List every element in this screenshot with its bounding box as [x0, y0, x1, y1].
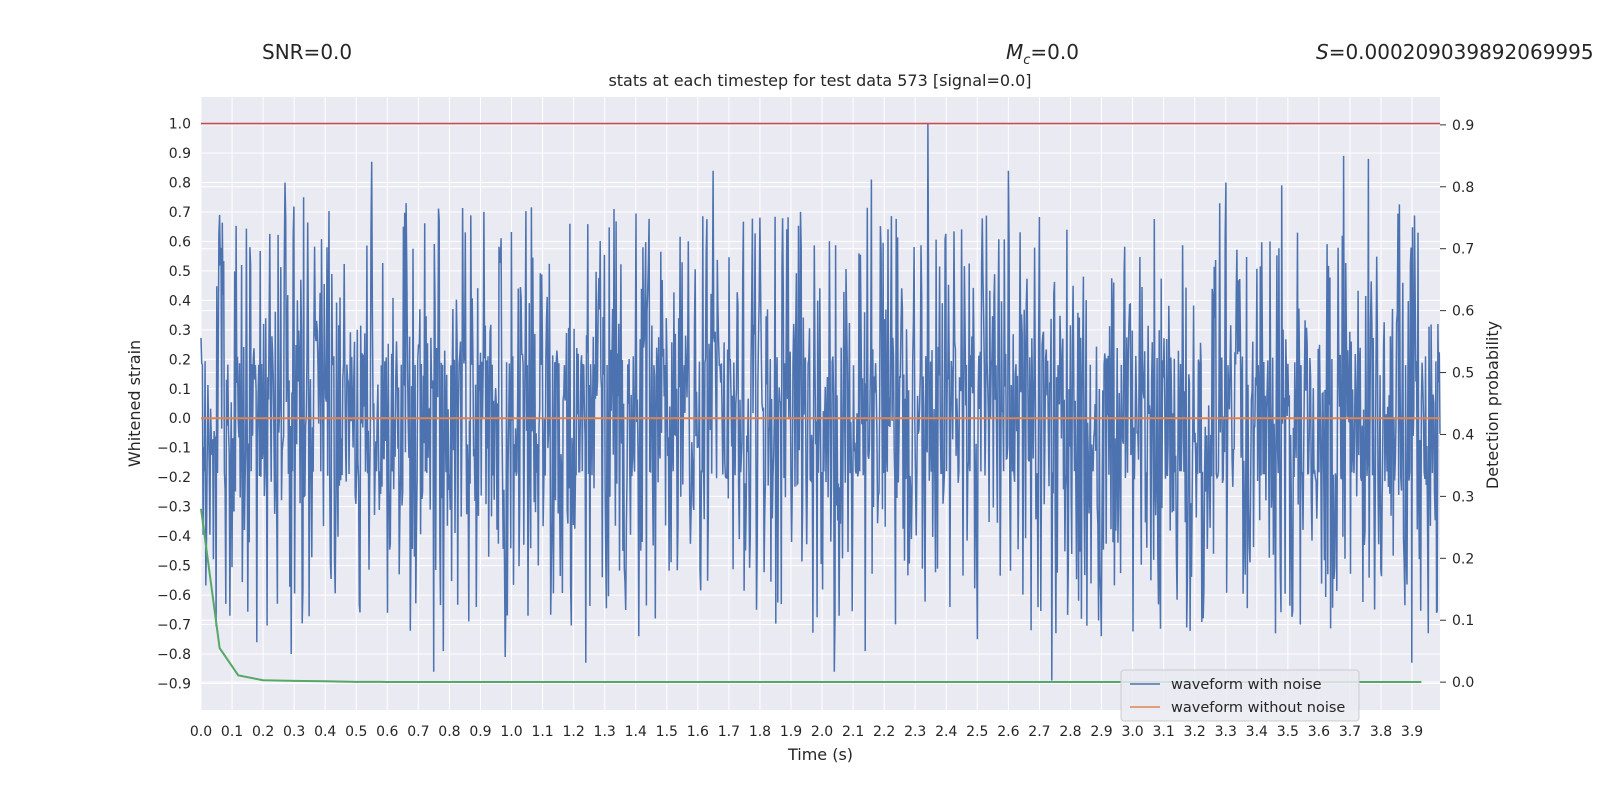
x-tick-label: 2.7 [1028, 724, 1050, 740]
x-tick-label: 0.7 [407, 724, 429, 740]
chirp-mass-label: Mc=0.0 [1006, 40, 1079, 68]
x-tick-label: 0.1 [221, 724, 243, 740]
legend-label-waveform-without-noise: waveform without noise [1171, 700, 1345, 716]
y-tick-label: −0.7 [157, 618, 191, 634]
x-tick-label: 0.3 [283, 724, 305, 740]
x-tick-label: 1.5 [656, 724, 678, 740]
y-tick-label: −0.3 [157, 500, 191, 516]
x-tick-label: 1.2 [562, 724, 584, 740]
y2-tick-label: 0.5 [1452, 366, 1474, 382]
x-tick-label: 2.9 [1090, 724, 1112, 740]
x-tick-label: 2.6 [997, 724, 1019, 740]
y-tick-label: −0.6 [157, 588, 191, 604]
x-tick-label: 0.8 [438, 724, 460, 740]
y-tick-label: 0.1 [169, 382, 191, 398]
y2-tick-label: 0.7 [1452, 242, 1474, 258]
x-tick-label: 0.9 [469, 724, 491, 740]
y2-tick-label: 0.6 [1452, 304, 1474, 320]
chirp-mass-symbol: M [1006, 40, 1024, 64]
x-tick-label: 1.9 [780, 724, 802, 740]
y2-tick-label: 0.2 [1452, 551, 1474, 567]
y-tick-label: 0.4 [169, 293, 191, 309]
x-tick-label: 3.4 [1246, 724, 1268, 740]
x-tick-label: 3.2 [1184, 724, 1206, 740]
y2-tick-label: 0.1 [1452, 613, 1474, 629]
x-tick-label: 2.3 [904, 724, 926, 740]
x-tick-label: 0.6 [376, 724, 398, 740]
x-tick-label: 3.5 [1277, 724, 1299, 740]
x-tick-label: 1.3 [594, 724, 616, 740]
x-tick-label: 3.0 [1121, 724, 1143, 740]
x-tick-label: 2.8 [1059, 724, 1081, 740]
x-tick-label: 2.1 [842, 724, 864, 740]
series-detection-probability [200, 508, 1422, 684]
y-tick-label: 0.0 [169, 411, 191, 427]
y-tick-label: 0.2 [169, 352, 191, 368]
y2-tick-label: 0.0 [1452, 675, 1474, 691]
y-tick-label: 0.6 [169, 234, 191, 250]
x-tick-label: 0.2 [252, 724, 274, 740]
x-tick-label: 3.9 [1401, 724, 1423, 740]
y-tick-label: 0.5 [169, 264, 191, 280]
y-tick-label: −0.9 [157, 676, 191, 692]
series-waveform-with-noise [200, 123, 1441, 681]
y-tick-label: −0.2 [157, 470, 191, 486]
y-tick-label: −0.5 [157, 559, 191, 575]
x-tick-label: 3.1 [1152, 724, 1174, 740]
y-tick-label: 0.7 [169, 205, 191, 221]
snr-label: SNR=0.0 [262, 40, 352, 64]
y2-tick-label: 0.9 [1452, 118, 1474, 134]
x-tick-label: 0.4 [314, 724, 336, 740]
y-axis-label: Whitened strain [125, 340, 144, 467]
x-tick-label: 3.7 [1339, 724, 1361, 740]
y2-axis-label: Detection probability [1483, 321, 1502, 489]
x-tick-label: 1.4 [625, 724, 647, 740]
s-statistic-value: =0.000209039892069995 [1328, 40, 1594, 64]
snr-label-text: SNR= [262, 40, 321, 64]
y-tick-label: −0.1 [157, 441, 191, 457]
snr-value: 0.0 [320, 40, 353, 64]
x-tick-label: 3.6 [1308, 724, 1330, 740]
series-group [200, 122, 1441, 684]
legend-label-waveform-with-noise: waveform with noise [1171, 677, 1322, 693]
y-tick-label: 0.9 [169, 146, 191, 162]
chirp-mass-subscript: c [1023, 53, 1031, 68]
y2-tick-label: 0.3 [1452, 489, 1474, 505]
x-tick-label: 2.0 [811, 724, 833, 740]
legend: waveform with noise waveform without noi… [1120, 669, 1360, 722]
x-tick-label: 1.8 [749, 724, 771, 740]
y-tick-label: 0.8 [169, 175, 191, 191]
x-tick-label: 3.8 [1370, 724, 1392, 740]
x-tick-label: 2.2 [873, 724, 895, 740]
y-tick-label: −0.4 [157, 529, 191, 545]
s-statistic-label: S=0.000209039892069995 [1316, 40, 1594, 64]
x-tick-label: 2.5 [966, 724, 988, 740]
x-axis-label: Time (s) [787, 745, 853, 764]
y2-tick-label: 0.4 [1452, 427, 1474, 443]
legend-box [1120, 669, 1360, 722]
chirp-mass-value: =0.0 [1030, 40, 1079, 64]
y2-tick-label: 0.8 [1452, 180, 1474, 196]
chart-title: stats at each timestep for test data 573… [608, 71, 1032, 90]
x-tick-label: 1.1 [531, 724, 553, 740]
x-tick-label: 1.7 [718, 724, 740, 740]
y-tick-label: 1.0 [169, 117, 191, 133]
x-tick-label: 1.0 [500, 724, 522, 740]
y-tick-label: −0.8 [157, 647, 191, 663]
x-tick-label: 0.0 [190, 724, 212, 740]
x-tick-label: 1.6 [687, 724, 709, 740]
axes: 0.0 0.1 0.2 0.3 0.4 0.5 0.6 0.7 0.8 0.9 1.0 1.1 1.2 1… [157, 117, 1474, 740]
x-tick-label: 3.3 [1215, 724, 1237, 740]
x-tick-label: 2.4 [935, 724, 957, 740]
x-tick-label: 0.5 [345, 724, 367, 740]
y-tick-label: 0.3 [169, 323, 191, 339]
s-statistic-symbol: S [1316, 40, 1329, 64]
